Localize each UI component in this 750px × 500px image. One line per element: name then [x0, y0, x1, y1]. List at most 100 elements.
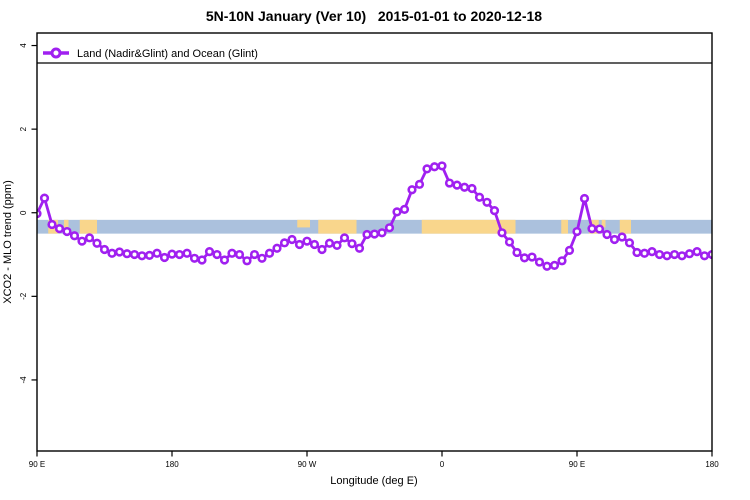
data-point	[414, 179, 425, 189]
chart-under-layer: 90 E 180 90 W 0 90 E 180 -4 -2 0 2 4	[19, 43, 719, 469]
y-tick-label: 0	[19, 210, 28, 215]
data-point	[699, 251, 710, 261]
y-tick-label: 2	[19, 126, 28, 131]
chart-title: 5N-10N January (Ver 10) 2015-01-01 to 20…	[206, 8, 542, 24]
map-strip-land	[64, 219, 69, 228]
data-point	[362, 229, 372, 240]
data-point	[572, 226, 582, 237]
y-tick-label: -2	[19, 292, 28, 300]
map-strip-land	[421, 219, 516, 234]
map-strip-land	[619, 219, 631, 234]
data-point	[309, 239, 320, 250]
data-point	[324, 238, 335, 248]
map-strip-land	[601, 219, 606, 228]
y-tick-label: 4	[19, 43, 28, 48]
data-point	[69, 231, 80, 241]
x-tick-label: 90 E	[569, 460, 585, 469]
data-point	[467, 183, 477, 194]
data-point	[114, 247, 125, 257]
data-point	[332, 240, 342, 250]
data-point	[632, 247, 642, 258]
data-point	[684, 249, 695, 259]
data-point	[77, 236, 87, 246]
data-point	[527, 252, 537, 262]
data-point	[512, 247, 522, 258]
data-point	[437, 161, 447, 171]
data-series	[37, 161, 712, 271]
data-point	[662, 251, 672, 261]
x-tick-label: 180	[705, 460, 719, 469]
x-axis-label: Longitude (deg E)	[330, 475, 417, 487]
data-point	[392, 207, 402, 217]
x-tick-label: 0	[440, 460, 445, 469]
data-point	[617, 232, 627, 242]
data-point	[369, 229, 380, 239]
data-point	[249, 249, 260, 260]
data-point	[677, 251, 687, 261]
x-tick-label: 90 E	[29, 460, 45, 469]
data-point	[497, 228, 507, 238]
data-point	[339, 233, 350, 243]
data-point	[227, 248, 237, 258]
data-point	[654, 249, 665, 260]
data-point	[144, 250, 155, 260]
data-point	[557, 256, 567, 266]
data-point	[489, 206, 500, 216]
data-point	[354, 243, 365, 253]
data-point	[504, 237, 515, 247]
data-point	[129, 249, 140, 260]
data-point	[707, 249, 712, 260]
data-point	[302, 236, 312, 246]
data-point	[459, 182, 470, 192]
data-point	[137, 251, 147, 261]
data-point	[474, 192, 485, 202]
data-point	[317, 244, 327, 255]
data-line	[37, 164, 712, 268]
y-axis-label: XCO2 - MLO trend (ppm)	[2, 180, 14, 303]
data-point	[422, 164, 432, 174]
data-point	[92, 238, 102, 248]
data-point	[692, 247, 702, 257]
data-point	[62, 226, 72, 237]
data-point	[347, 239, 357, 249]
data-point	[39, 193, 50, 203]
data-point	[47, 219, 57, 230]
data-point	[624, 238, 635, 248]
data-point	[272, 243, 282, 253]
data-point	[579, 193, 590, 204]
data-point	[287, 234, 297, 245]
data-point	[384, 223, 395, 233]
data-point	[609, 234, 620, 245]
map-strip-land	[318, 219, 357, 234]
data-point	[549, 260, 560, 271]
data-point	[219, 255, 230, 265]
y-tick-label: -4	[19, 376, 28, 384]
data-point	[189, 253, 200, 263]
map-strip-land	[297, 219, 310, 228]
data-point	[639, 248, 650, 258]
data-point	[99, 244, 110, 255]
data-point	[84, 233, 95, 243]
data-point	[534, 257, 545, 267]
map-strip-land	[561, 219, 568, 234]
map-strip	[37, 219, 712, 234]
data-point	[54, 224, 65, 234]
data-point	[452, 180, 462, 190]
map-strip-ocean	[37, 219, 712, 234]
data-point	[152, 248, 162, 258]
data-point	[542, 261, 552, 271]
data-point	[107, 248, 117, 258]
data-point	[482, 197, 492, 207]
data-point	[122, 249, 132, 259]
data-point	[167, 249, 177, 259]
legend: Land (Nadir&Glint) and Ocean (Glint)	[43, 47, 258, 60]
x-tick-label: 90 W	[298, 460, 317, 469]
data-point	[602, 229, 612, 240]
data-point	[242, 256, 252, 266]
data-point	[429, 162, 440, 172]
data-point	[197, 255, 207, 265]
plot-border	[36, 32, 713, 452]
data-point	[564, 245, 575, 255]
